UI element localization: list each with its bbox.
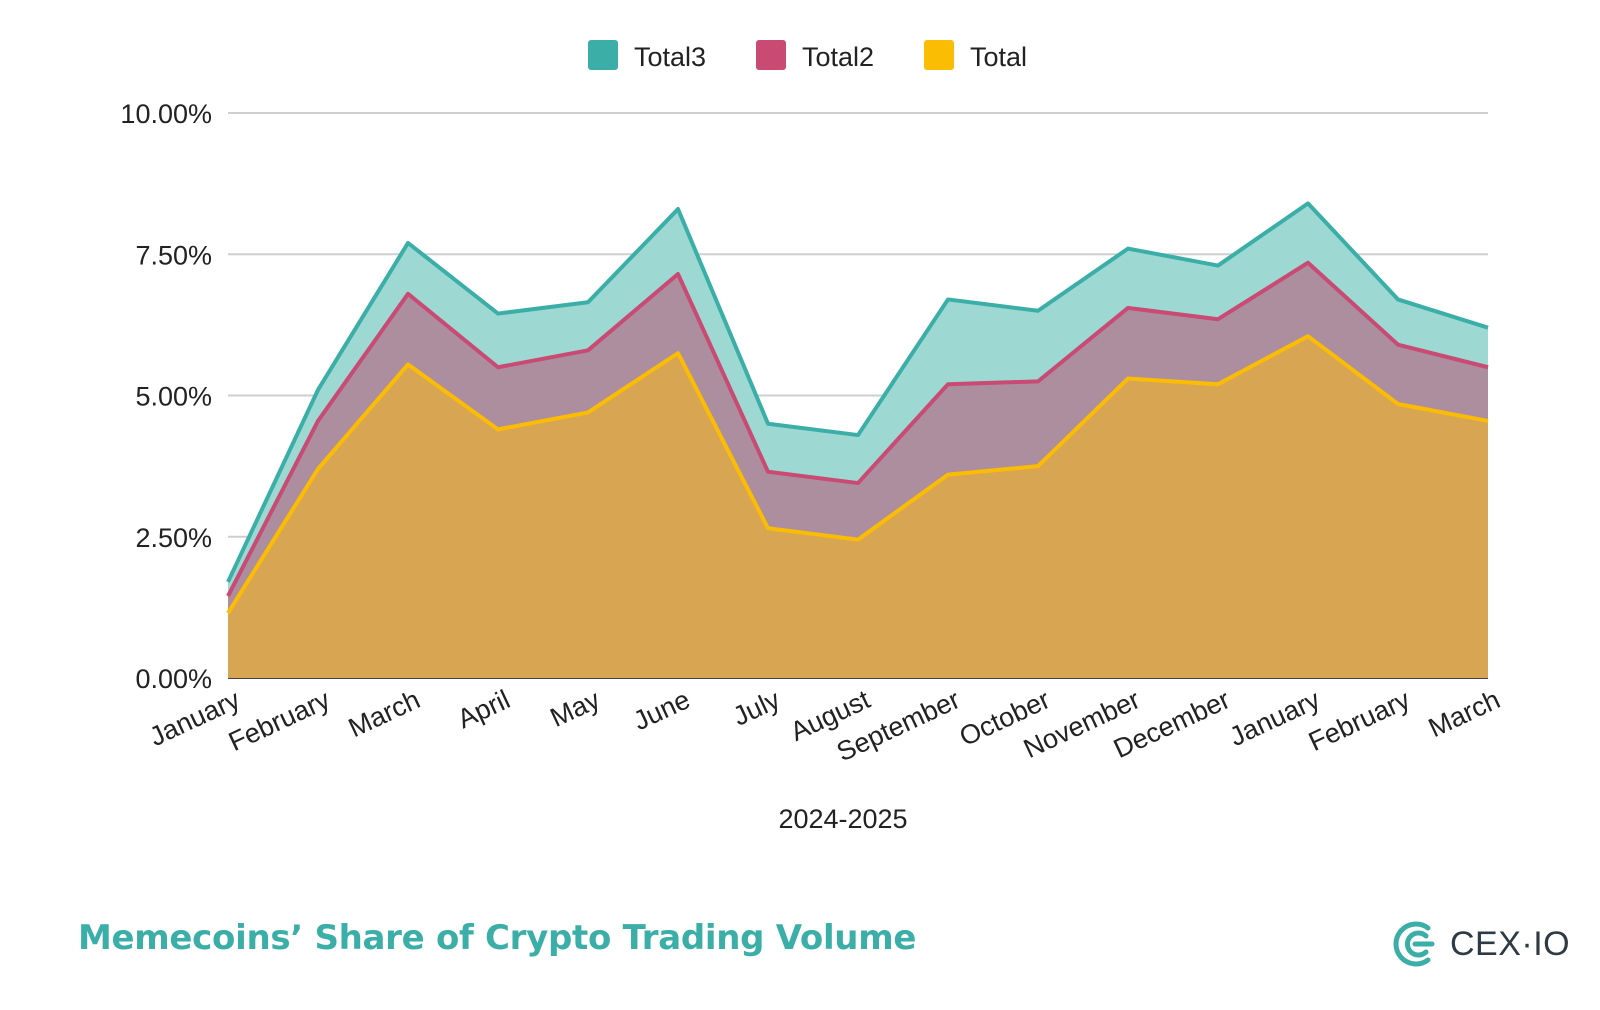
x-tick-label: March [1424, 684, 1505, 743]
series-line-total2 [226, 260, 1489, 597]
y-axis-ticks: 0.00% 2.50% 5.00% 7.50% 10.00% [120, 99, 212, 694]
legend-label-total: Total [970, 42, 1027, 72]
legend: Total3 Total2 Total [588, 40, 1027, 72]
y-tick-label: 2.50% [135, 523, 212, 553]
legend-swatch-total2 [756, 40, 786, 70]
legend-label-total3: Total3 [634, 42, 706, 72]
y-tick-label: 10.00% [120, 99, 212, 129]
x-tick-label: April [453, 684, 515, 734]
y-tick-label: 5.00% [135, 382, 212, 412]
x-tick-label: March [344, 684, 425, 743]
series-lines [226, 201, 1489, 615]
chart-title: Memecoins’ Share of Crypto Trading Volum… [78, 918, 917, 958]
cex-io-logo-icon [1393, 921, 1435, 967]
y-tick-label: 7.50% [135, 240, 212, 270]
x-tick-label: February [224, 684, 335, 757]
area-layers [228, 203, 1488, 678]
x-axis-label: 2024-2025 [778, 804, 907, 834]
y-tick-label: 0.00% [135, 664, 212, 694]
area-chart: Total3 Total2 Total 0.00% 2.50% 5.00% 7.50% 10… [120, 40, 1505, 834]
series-line-total [226, 334, 1489, 615]
legend-swatch-total3 [588, 40, 618, 70]
x-tick-label: June [629, 684, 695, 736]
legend-label-total2: Total2 [802, 42, 874, 72]
legend-swatch-total [924, 40, 954, 70]
x-tick-label: July [728, 684, 785, 732]
brand-name: CEX·IO [1450, 924, 1571, 963]
x-tick-label: February [1304, 684, 1415, 757]
x-tick-label: May [546, 684, 605, 733]
brand-logo: CEX·IO [1390, 918, 1570, 970]
series-line-total3 [226, 201, 1489, 583]
